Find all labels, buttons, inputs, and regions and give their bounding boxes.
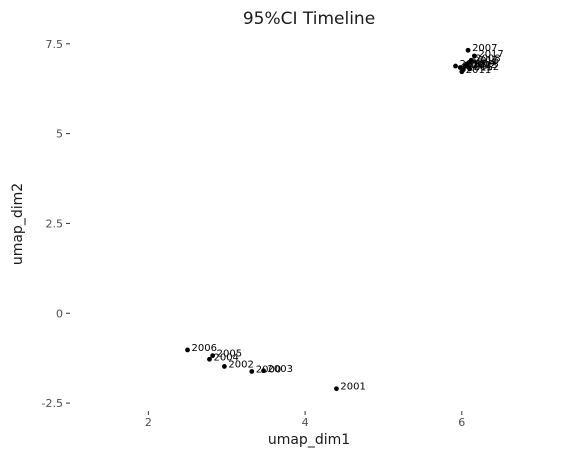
x-tick-label: 4: [302, 416, 309, 429]
y-tick-label: -2.5: [42, 397, 63, 410]
data-point: [221, 364, 227, 369]
data-point: [207, 356, 212, 362]
data-label: 2019: [469, 59, 494, 70]
data-label: 2015: [467, 63, 492, 74]
data-label: 2000: [256, 364, 281, 375]
y-axis-title: umap_dim2: [10, 183, 26, 265]
data-label: 2006: [192, 343, 217, 354]
data-label: 2005: [217, 349, 242, 360]
data-label: 2003: [268, 364, 293, 375]
x-tick-label: 2: [145, 416, 152, 429]
data-label: 2012: [474, 62, 499, 73]
data-label: 2007: [472, 43, 497, 54]
y-tick-label: 7.5: [46, 38, 64, 51]
data-label: 2013: [472, 60, 497, 71]
data-points: [185, 47, 477, 392]
data-point: [261, 368, 266, 374]
x-axis-title: umap_dim1: [268, 432, 350, 448]
data-label: 2011: [466, 65, 491, 76]
y-tick-label: 2.5: [46, 217, 64, 230]
data-point: [471, 53, 477, 59]
data-point: [453, 63, 458, 69]
chart-title: 95%CI Timeline: [243, 9, 375, 29]
x-tick-label: 6: [458, 416, 465, 429]
data-point: [210, 353, 216, 359]
data-point: [467, 66, 473, 72]
data-label: 2014: [471, 58, 496, 69]
data-label: 2001: [340, 382, 365, 393]
data-point: [459, 69, 465, 75]
data-label: 2010: [460, 59, 485, 70]
y-axis-ticks: 7.5 5 2.5 0 -2.5: [42, 38, 70, 410]
data-label: 2002: [228, 359, 253, 370]
data-point: [334, 386, 339, 392]
y-tick-label: 0: [56, 307, 63, 320]
data-point: [185, 347, 190, 353]
data-point: [249, 369, 255, 374]
x-axis-ticks: 2 4 6: [145, 411, 465, 429]
data-label: 2009: [464, 60, 489, 71]
data-label: 2008: [475, 53, 500, 64]
data-label: 2016: [474, 55, 499, 66]
data-label: 2017: [478, 49, 503, 60]
y-tick-label: 5: [56, 128, 63, 141]
data-label: 2004: [213, 352, 238, 363]
data-point: [465, 47, 471, 53]
